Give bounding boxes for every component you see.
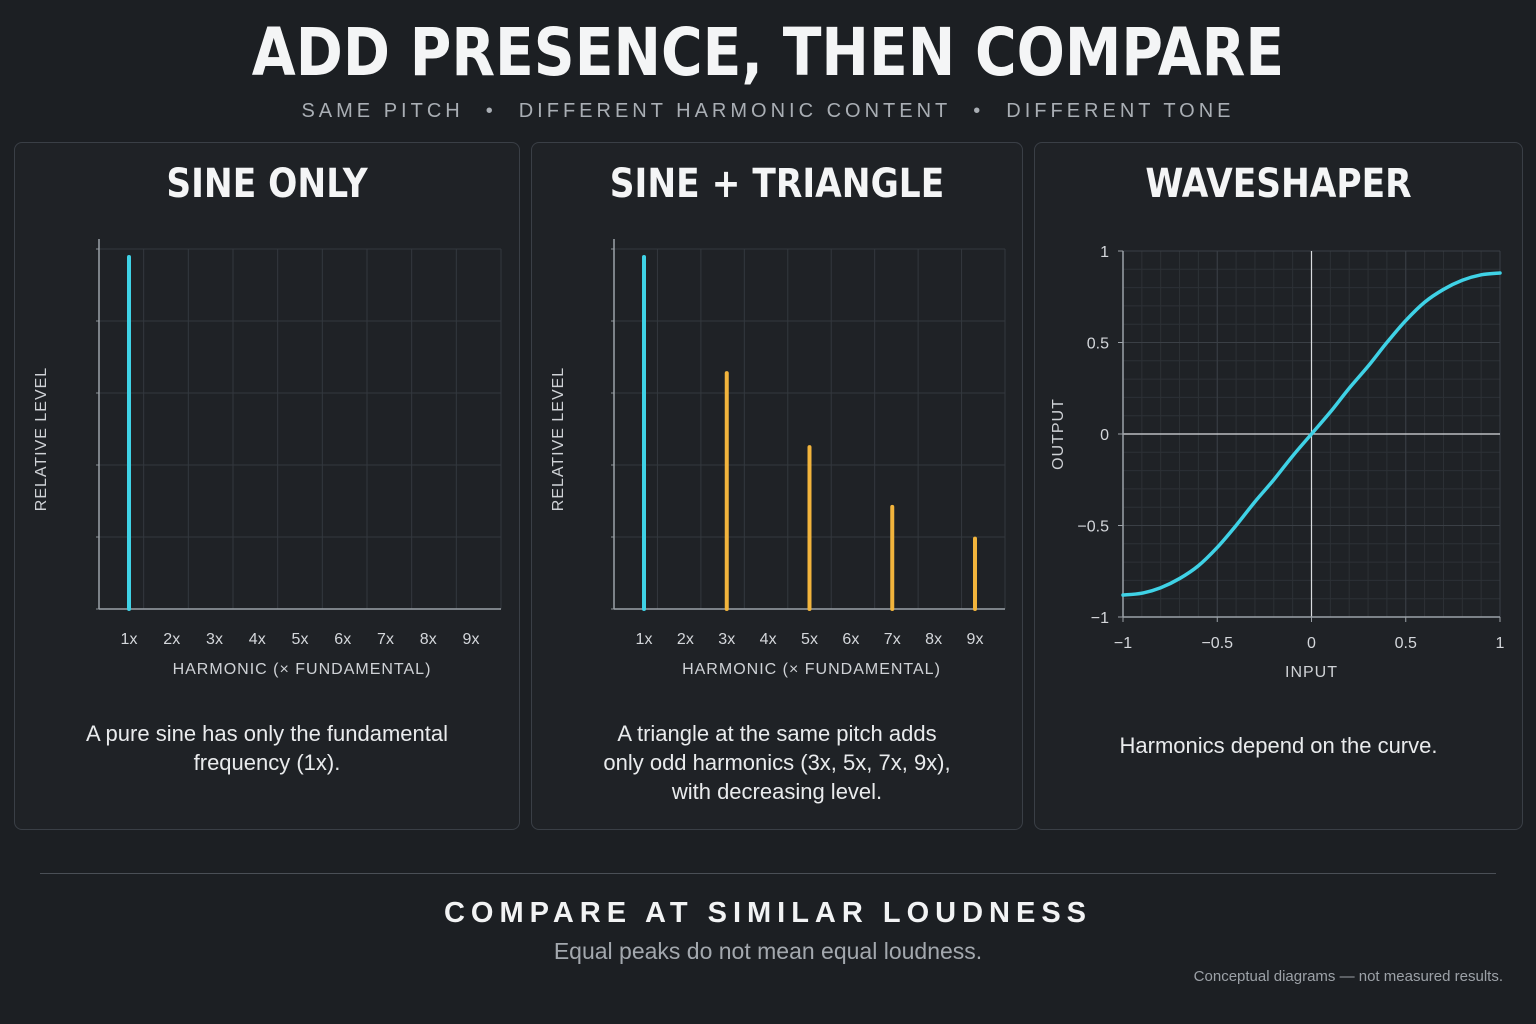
panel-title: SINE + TRIANGLE [609,161,945,207]
y-tick-label: −0.5 [1077,519,1109,536]
caption-line: A pure sine has only the fundamental [85,721,449,746]
panel-caption: Harmonics depend on the curve. [1055,731,1502,760]
footer-divider [40,873,1496,874]
x-tick-label: 1x [636,631,653,648]
caption-line: only odd harmonics (3x, 5x, 7x, 9x), [603,750,951,775]
y-tick-label: −1 [1091,610,1109,627]
panel-caption: A pure sine has only the fundamental fre… [35,719,499,777]
y-tick-label: 0.5 [1087,336,1109,353]
x-tick-label: 5x [801,631,818,648]
x-tick-label: 9x [463,631,480,648]
x-tick-label: 2x [163,631,180,648]
panel-waveshaper: WAVESHAPER −1 −0.5 0 0.5 1 1 0.5 0 −0.5 −1 INPUT OU… [1034,142,1523,830]
panel-sine-only: SINE ONLY 1x 2x 3x 4x 5x 6x 7x 8x 9x HARMONIC (× … [14,142,520,830]
x-axis-label: INPUT [1285,664,1338,681]
x-tick-label: 1x [121,631,138,648]
x-axis-label: HARMONIC (× FUNDAMENTAL) [682,661,941,678]
panel-caption: A triangle at the same pitch adds only o… [552,719,1002,806]
x-tick-label: 7x [377,631,394,648]
harmonic-spectrum-chart-sine: 1x 2x 3x 4x 5x 6x 7x 8x 9x HARMONIC (× FUNDAMENTA… [33,239,502,678]
x-tick-label: 5x [292,631,309,648]
x-tick-label: 0 [1307,635,1316,652]
page-subtitle: SAME PITCH • DIFFERENT HARMONIC CONTENT • DI… [0,100,1536,123]
subtitle-separator: • [973,100,985,122]
subtitle-item: DIFFERENT TONE [1006,100,1235,122]
x-tick-label: 8x [925,631,942,648]
x-tick-label: −0.5 [1201,635,1233,652]
x-tick-label: 8x [420,631,437,648]
x-tick-label: 4x [760,631,777,648]
caption-line: Harmonics depend on the curve. [1119,733,1438,758]
x-tick-label: 3x [718,631,735,648]
y-axis-label: OUTPUT [1050,398,1067,470]
y-tick-label: 1 [1100,244,1109,261]
panel-title: WAVESHAPER [1145,161,1412,207]
x-tick-label: 1 [1496,635,1505,652]
x-tick-label: 0.5 [1395,635,1417,652]
footer-title: COMPARE AT SIMILAR LOUDNESS [443,897,1093,929]
x-tick-label: 3x [206,631,223,648]
y-tick-label: 0 [1100,427,1109,444]
footer-subtitle: Equal peaks do not mean equal loudness. [553,938,983,964]
x-tick-label: −1 [1114,635,1132,652]
panel-sine-triangle: SINE + TRIANGLE 1x 2x 3x 4x 5x 6x 7x 8x 9x HARMON… [531,142,1023,830]
subtitle-separator: • [485,100,497,122]
caption-line: with decreasing level. [671,779,883,804]
harmonic-spectrum-chart-triangle: 1x 2x 3x 4x 5x 6x 7x 8x 9x HARMONIC (× FUNDAMENTA… [550,239,1006,678]
x-tick-label: 7x [884,631,901,648]
caption-line: frequency (1x). [193,750,341,775]
x-tick-label: 4x [249,631,266,648]
x-tick-label: 6x [334,631,351,648]
subtitle-item: SAME PITCH [301,100,464,122]
x-tick-label: 2x [677,631,694,648]
transfer-curve [1121,271,1502,597]
subtitle-item: DIFFERENT HARMONIC CONTENT [518,100,952,122]
x-tick-label: 9x [967,631,984,648]
x-axis-label: HARMONIC (× FUNDAMENTAL) [173,661,432,678]
footnote: Conceptual diagrams — not measured resul… [1193,968,1503,985]
caption-line: A triangle at the same pitch adds [617,721,937,746]
waveshaper-transfer-chart: −1 −0.5 0 0.5 1 1 0.5 0 −0.5 −1 INPUT OUTPUT [1050,244,1505,681]
x-tick-label: 6x [842,631,859,648]
y-axis-label: RELATIVE LEVEL [550,367,567,511]
y-axis-label: RELATIVE LEVEL [33,367,50,511]
panel-title: SINE ONLY [166,161,368,207]
page-title: ADD PRESENCE, THEN COMPARE [251,14,1285,91]
